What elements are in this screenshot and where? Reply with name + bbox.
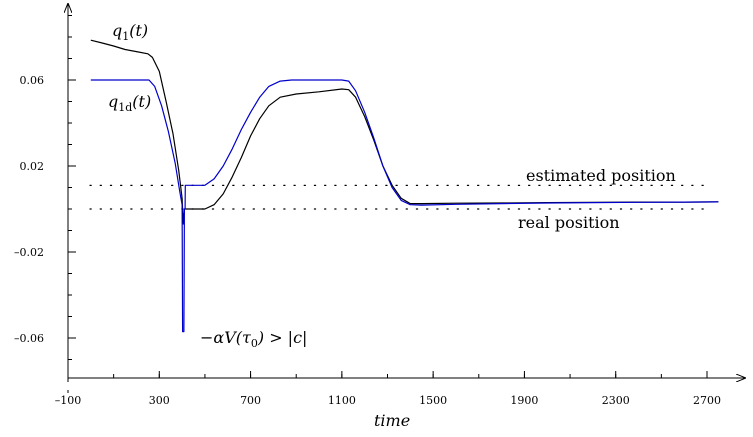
q1-series-label: q1(t) [112,21,148,43]
y-tick-label: –0.06 [14,332,44,345]
x-tick-label: 2700 [693,394,721,407]
spike-annotation: −αV(τ0) > |c| [200,328,307,350]
series-layer [90,39,719,333]
series-q1d-line [90,79,719,333]
x-tick-label: 1500 [419,394,447,407]
x-tick-label: –100 [55,394,82,407]
axes: 0.06 0.02 –0.02 –0.06 –100 300 700 1100 1500 1900… [14,4,745,407]
real-position-label: real position [518,213,620,232]
y-tick-label: 0.02 [20,160,45,173]
y-tick-label: –0.02 [14,246,44,259]
estimated-position-label: estimated position [526,166,676,185]
y-tick-label: 0.06 [20,74,45,87]
x-tick-label: 1900 [510,394,538,407]
q1d-series-label: q1d(t) [108,92,151,114]
x-tick-label: 300 [149,394,170,407]
x-tick-label: 1100 [328,394,356,407]
x-axis-label: time [374,411,410,430]
x-tick-label: 2300 [602,394,630,407]
series-q1-line [90,39,719,225]
x-tick-label: 700 [240,394,261,407]
